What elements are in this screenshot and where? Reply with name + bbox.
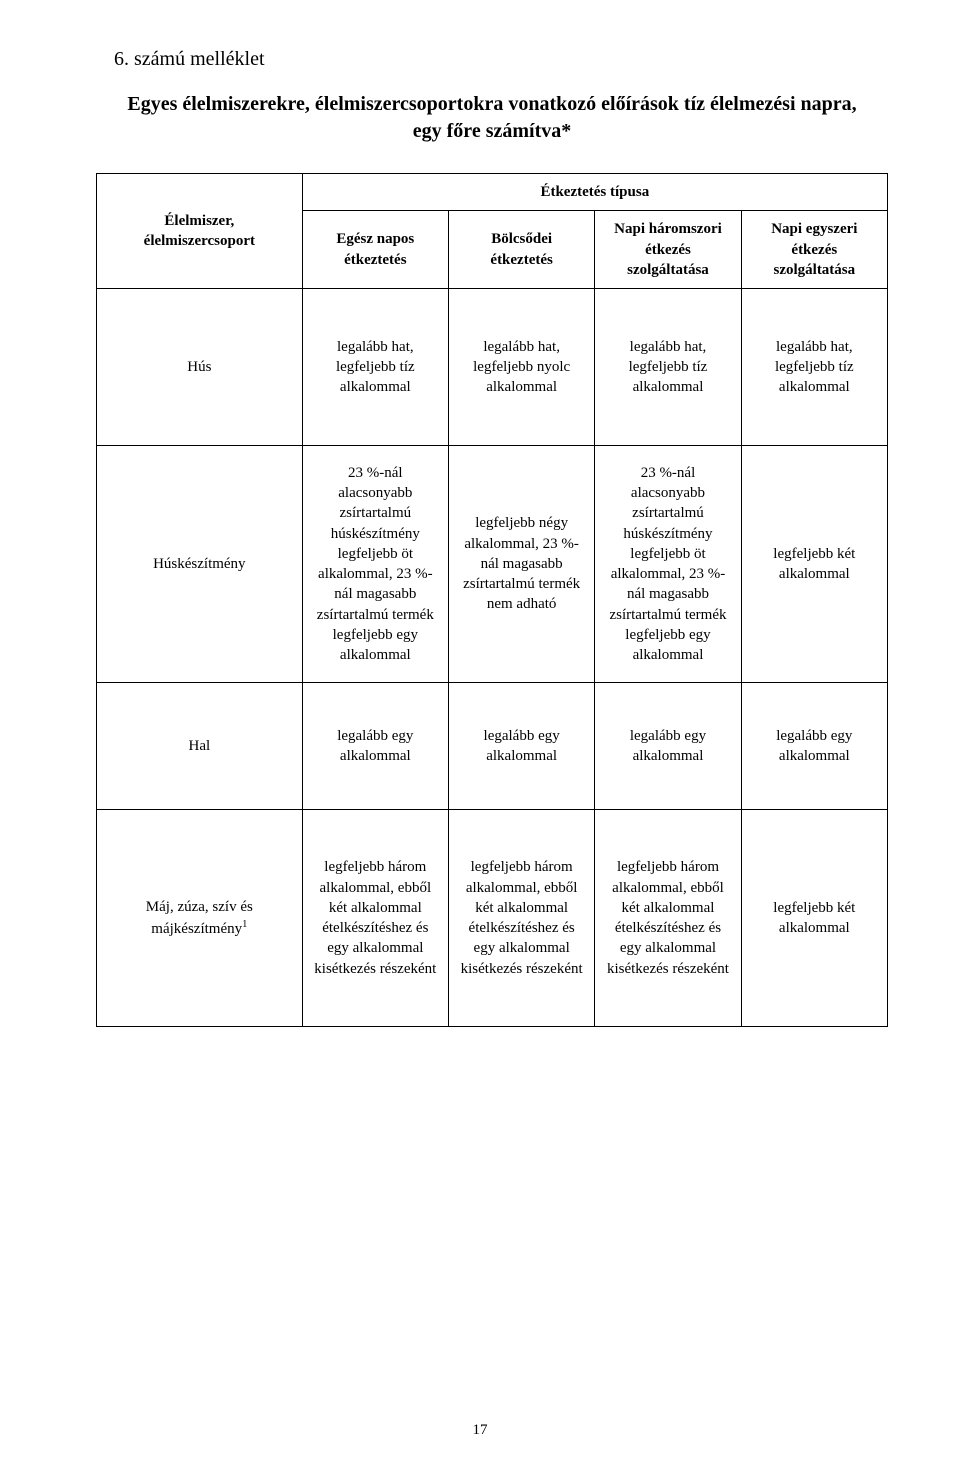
table-row: Hús legalább hat, legfeljebb tíz alkalom… (97, 289, 888, 446)
cell-maj-3: legfeljebb három alkalommal, ebből két a… (595, 810, 741, 1027)
cell-hal-3: legalább egy alkalommal (595, 683, 741, 810)
cell-husk-3: 23 %-nál alacsonyabb zsírtartalmú húskés… (595, 446, 741, 683)
page: 6. számú melléklet Egyes élelmiszerekre,… (0, 0, 960, 1457)
header-col-1: Egész napos étkeztetés (302, 211, 448, 289)
cell-hal-2: legalább egy alkalommal (448, 683, 594, 810)
title-line-1: Egyes élelmiszerekre, élelmiszercsoporto… (127, 93, 856, 115)
cell-maj-4: legfeljebb két alkalommal (741, 810, 887, 1027)
page-title: Egyes élelmiszerekre, élelmiszercsoporto… (96, 91, 888, 145)
cell-hus-4: legalább hat, legfeljebb tíz alkalommal (741, 289, 887, 446)
header-col-2: Bölcsődei étkeztetés (448, 211, 594, 289)
cell-hus-2: legalább hat, legfeljebb nyolc alkalomma… (448, 289, 594, 446)
row-label-hus: Hús (97, 289, 303, 446)
cell-maj-1: legfeljebb három alkalommal, ebből két a… (302, 810, 448, 1027)
header-top-span: Étkeztetés típusa (302, 174, 887, 211)
table-row: Húskészítmény 23 %-nál alacsonyabb zsírt… (97, 446, 888, 683)
row-label-maj: Máj, zúza, szív és májkészítmény1 (97, 810, 303, 1027)
header-row-label: Élelmiszer, élelmiszercsoport (97, 174, 303, 289)
cell-husk-4: legfeljebb két alkalommal (741, 446, 887, 683)
cell-husk-2: legfeljebb négy alkalommal, 23 %-nál mag… (448, 446, 594, 683)
cell-hus-3: legalább hat, legfeljebb tíz alkalommal (595, 289, 741, 446)
title-line-2: egy főre számítva* (413, 120, 571, 142)
cell-hus-1: legalább hat, legfeljebb tíz alkalommal (302, 289, 448, 446)
requirements-table: Élelmiszer, élelmiszercsoport Étkeztetés… (96, 173, 888, 1027)
page-number: 17 (0, 1422, 960, 1439)
table-row: Máj, zúza, szív és májkészítmény1 legfel… (97, 810, 888, 1027)
row-label-maj-text: Máj, zúza, szív és májkészítmény (146, 899, 253, 936)
row-label-maj-sup: 1 (242, 919, 247, 930)
cell-hal-4: legalább egy alkalommal (741, 683, 887, 810)
cell-hal-1: legalább egy alkalommal (302, 683, 448, 810)
header-col-4: Napi egyszeri étkezés szolgáltatása (741, 211, 887, 289)
attachment-label: 6. számú melléklet (96, 48, 888, 71)
cell-maj-2: legfeljebb három alkalommal, ebből két a… (448, 810, 594, 1027)
table-header-row-1: Élelmiszer, élelmiszercsoport Étkeztetés… (97, 174, 888, 211)
row-label-huskeszitmeny: Húskészítmény (97, 446, 303, 683)
header-col-3: Napi háromszori étkezés szolgáltatása (595, 211, 741, 289)
table-row: Hal legalább egy alkalommal legalább egy… (97, 683, 888, 810)
cell-husk-1: 23 %-nál alacsonyabb zsírtartalmú húskés… (302, 446, 448, 683)
row-label-hal: Hal (97, 683, 303, 810)
